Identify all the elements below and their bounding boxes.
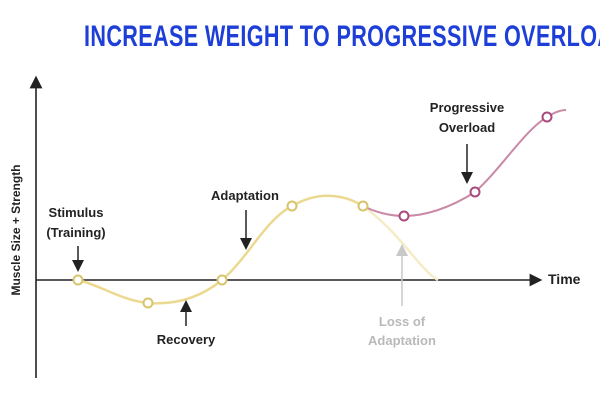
loss-label-line1: Loss of <box>379 314 426 329</box>
stimulus-marker <box>72 274 84 286</box>
diagram-title: INCREASE WEIGHT TO PROGRESSIVE OVERLOAD <box>83 20 600 53</box>
loss-curve <box>362 204 439 282</box>
loss-label-line2: Adaptation <box>368 333 436 348</box>
recovery-label: Recovery <box>157 332 216 347</box>
training-label: (Training) <box>46 225 105 240</box>
overload-label-line1: Progressive <box>430 100 504 115</box>
adaptation-label: Adaptation <box>211 188 279 203</box>
adaptation-curve <box>77 194 364 305</box>
overload-mid-marker <box>469 186 481 198</box>
stimulus-label: Stimulus <box>49 205 104 220</box>
x-axis-label: Time <box>548 271 581 287</box>
adaptation-peak-marker <box>286 200 298 212</box>
overload-label-line2: Overload <box>439 120 495 135</box>
adaptation-end-marker <box>357 200 369 212</box>
overload-top-marker <box>541 111 553 123</box>
recovery-marker <box>142 297 154 309</box>
baseline-marker <box>216 274 228 286</box>
overload-start-marker <box>398 210 410 222</box>
y-axis-label: Muscle Size + Strength <box>9 164 23 295</box>
